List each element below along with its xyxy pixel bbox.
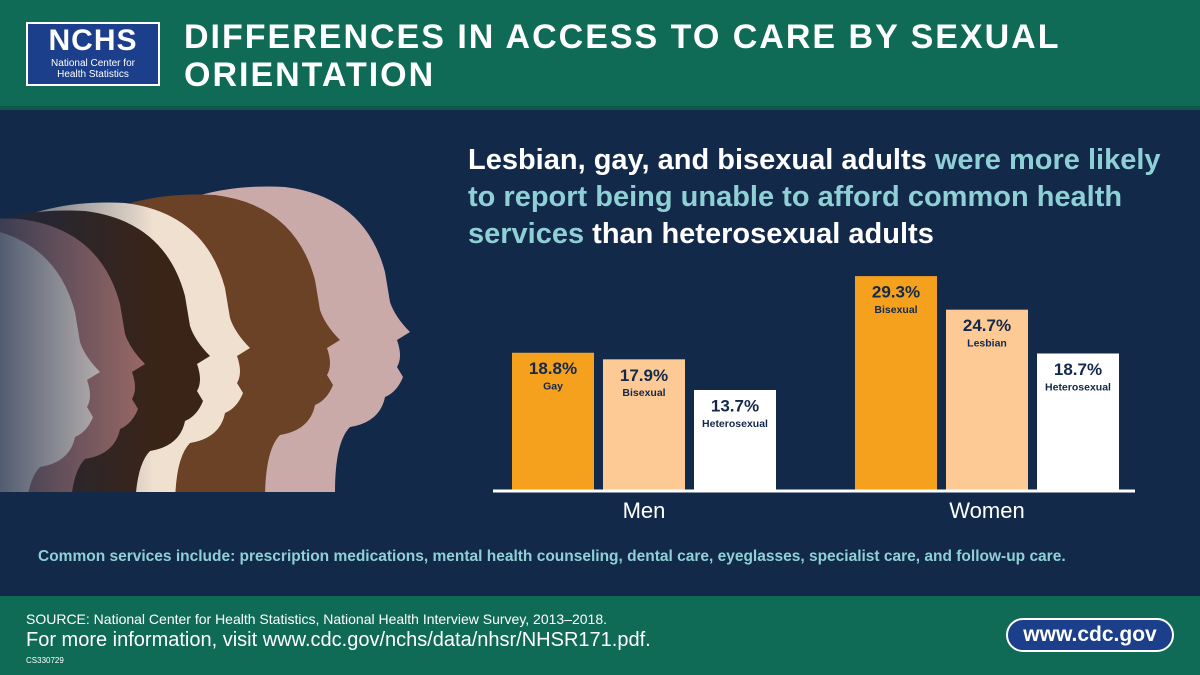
value-label: 18.7% (1054, 360, 1102, 379)
bar-label: Heterosexual (1045, 381, 1111, 393)
group-label: Women (949, 498, 1024, 523)
bar (694, 389, 776, 490)
value-label: 24.7% (963, 316, 1011, 335)
bar (946, 309, 1028, 490)
bar-label: Lesbian (967, 337, 1007, 349)
bar-label: Heterosexual (702, 418, 768, 430)
value-label: 18.8% (529, 359, 577, 378)
bar-label: Bisexual (622, 387, 665, 399)
bar (1037, 353, 1119, 490)
headline-part: Lesbian, gay, and bisexual adults (468, 144, 935, 176)
bar (855, 276, 937, 490)
bar-label: Bisexual (874, 304, 917, 316)
logo-name: National Center for Health Statistics (51, 58, 135, 80)
bar (512, 352, 594, 490)
group-label: Men (623, 498, 666, 523)
info: For more information, visit www.cdc.gov/… (26, 629, 651, 651)
bar-label: Gay (543, 381, 563, 393)
chart: 18.8% Gay 17.9% Bisexual 13.7% Heterosexual Me… (493, 276, 1135, 523)
header: NCHS National Center for Health Statisti… (0, 0, 1200, 110)
value-label: 17.9% (620, 366, 668, 385)
headline: Lesbian, gay, and bisexual adults were m… (468, 142, 1178, 253)
logo-abbr: NCHS (48, 24, 138, 57)
code: CS330729 (26, 656, 64, 665)
headline-part: than heterosexual adults (584, 218, 934, 250)
value-label: 13.7% (711, 396, 759, 415)
logo: NCHS National Center for Health Statisti… (26, 22, 160, 86)
headline-highlight: were more likely to report being unable … (468, 144, 1161, 250)
note: Common services include: prescription me… (38, 548, 1066, 565)
silhouettes (0, 182, 440, 492)
title: DIFFERENCES IN ACCESS TO CARE BY SEXUAL … (184, 18, 1060, 94)
source: SOURCE: National Center for Health Stati… (26, 611, 608, 627)
footer: SOURCE: National Center for Health Stati… (0, 596, 1200, 675)
bar (603, 359, 685, 490)
value-label: 29.3% (872, 283, 920, 302)
website-link[interactable]: www.cdc.gov (1006, 618, 1174, 652)
